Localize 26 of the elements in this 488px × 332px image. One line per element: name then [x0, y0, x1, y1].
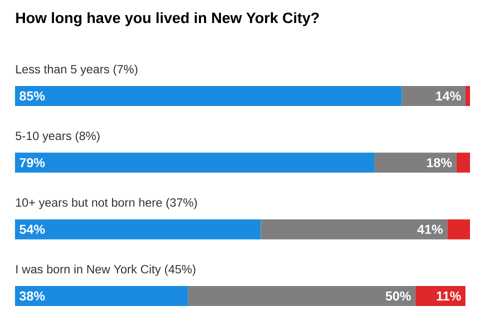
- data-label: 85%: [20, 91, 45, 101]
- chart-title: How long have you lived in New York City?: [16, 12, 319, 26]
- bar: [188, 286, 416, 306]
- bar: [15, 86, 402, 106]
- data-label: 38%: [19, 291, 45, 301]
- bar: [260, 219, 448, 240]
- data-label: 79%: [20, 158, 45, 168]
- bar: [465, 86, 470, 106]
- data-label: 50%: [386, 291, 411, 301]
- bar: [15, 286, 188, 306]
- data-label: 54%: [20, 224, 45, 234]
- data-label: 18%: [427, 158, 452, 168]
- bar: [15, 219, 261, 240]
- y-tick-label: 5-10 years (8%): [16, 131, 100, 142]
- data-label: 11%: [436, 291, 461, 301]
- bar: [374, 152, 456, 173]
- bar: [415, 286, 466, 306]
- bar: [447, 219, 470, 240]
- bar: [15, 152, 374, 173]
- y-tick-label: 10+ years but not born here (37%): [16, 198, 197, 210]
- data-label: 41%: [417, 224, 443, 234]
- bar: [402, 86, 466, 106]
- y-tick-label: Less than 5 years (7%): [16, 64, 138, 76]
- y-tick-label: I was born in New York City (45%): [16, 264, 196, 276]
- data-label: 14%: [436, 91, 461, 101]
- bar: [456, 152, 470, 173]
